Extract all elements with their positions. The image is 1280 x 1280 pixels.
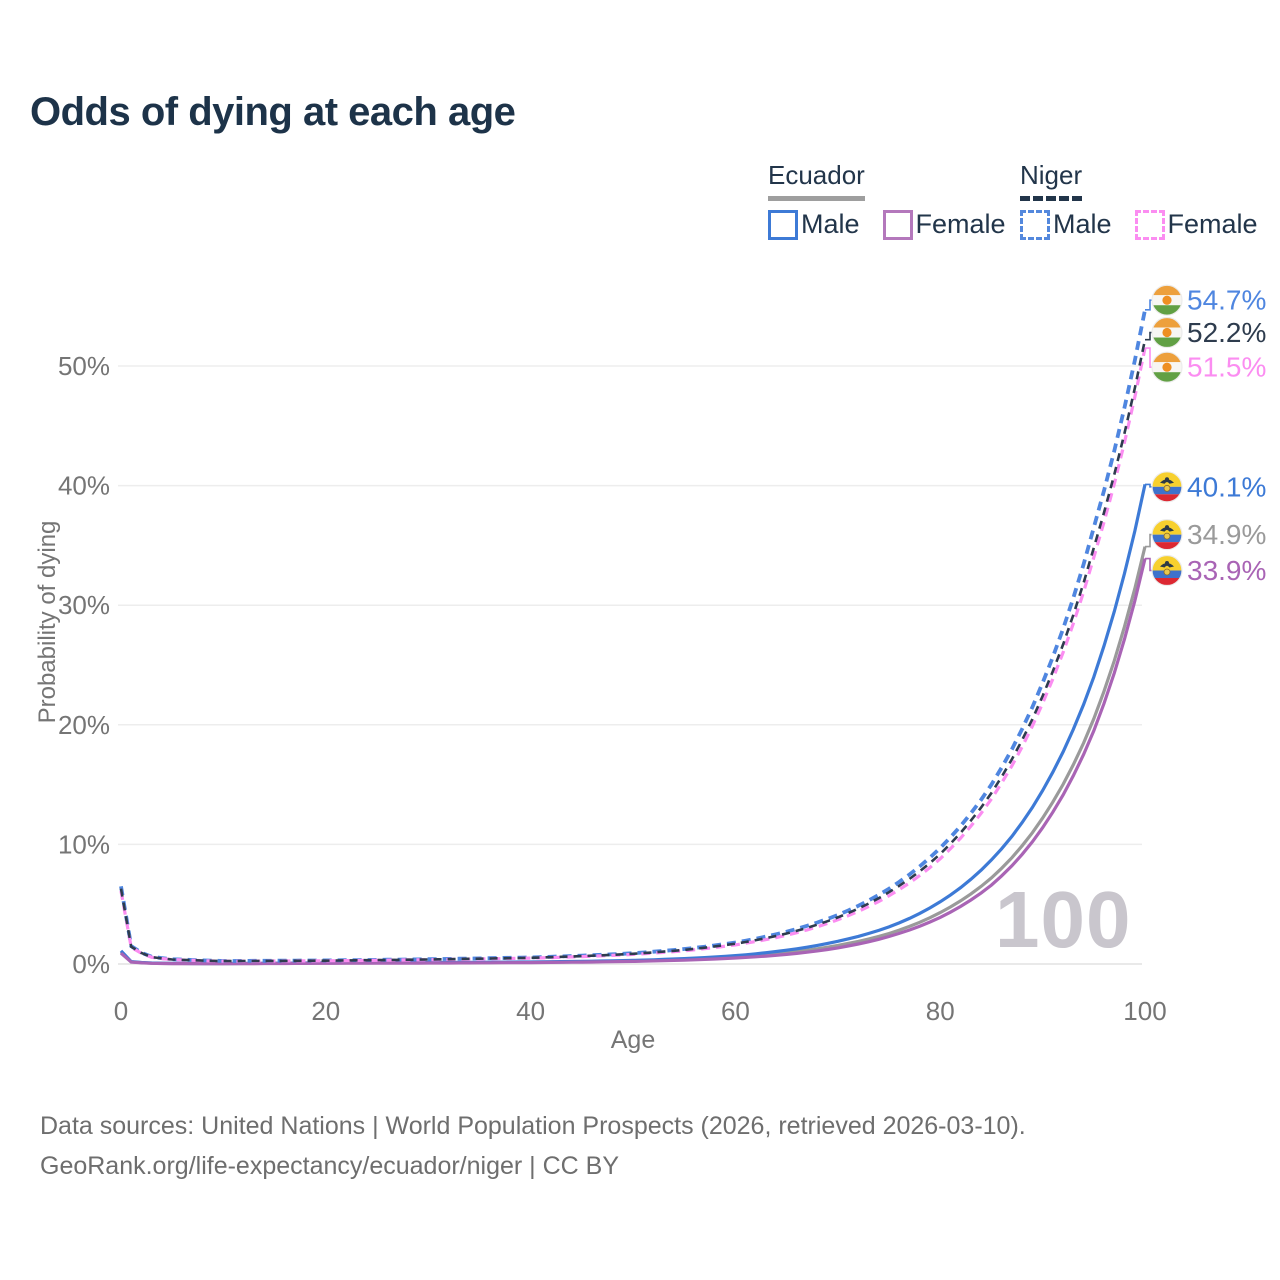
line-ecuador-female (119, 558, 1147, 966)
flag-ring (1151, 519, 1183, 551)
flag-ring (1151, 554, 1183, 587)
flag-ring (1151, 284, 1183, 316)
x-axis-ticks: 0 20 40 60 80 100 (114, 996, 1167, 1026)
end-label-ecuador-female: 33.9% (1187, 555, 1266, 586)
y-tick-50%: 50% (58, 351, 110, 381)
end-label-niger-both: 52.2% (1187, 317, 1266, 348)
end-labels: 34.9% 40.1% 33.9% 54.7% 51.5% 52.2% (1145, 284, 1266, 587)
ecuador-flag-icon (1152, 471, 1182, 502)
footer: Data sources: United Nations | World Pop… (40, 1106, 1026, 1186)
end-label-niger-male: 54.7% (1187, 285, 1266, 316)
end-label-niger-female: 51.5% (1187, 352, 1266, 383)
legend-label-ecuador-female[interactable]: Female (915, 209, 1006, 239)
x-tick-60: 60 (721, 996, 750, 1026)
legend-swatch-niger-male[interactable] (1020, 209, 1050, 240)
y-tick-10%: 10% (58, 829, 110, 859)
line-niger-male (119, 309, 1147, 963)
legend-country-ecuador: Ecuador (768, 160, 865, 201)
legend-group-ecuador: Ecuador Male Female (768, 160, 1006, 240)
legend-swatch-ecuador-female[interactable] (882, 209, 913, 240)
ecuador-flag-icon (1152, 519, 1182, 550)
legend-group-niger: Niger Male Female (1020, 160, 1258, 240)
end-label-ecuador-male: 40.1% (1187, 471, 1266, 502)
end-label-ecuador-both: 34.9% (1187, 519, 1266, 550)
y-tick-30%: 30% (58, 590, 110, 620)
niger-flag-icon (1152, 352, 1182, 383)
x-tick-80: 80 (926, 996, 955, 1026)
legend-country-niger: Niger (1020, 160, 1083, 201)
y-tick-0%: 0% (72, 949, 110, 979)
line-niger-female (119, 347, 1147, 963)
flag-ring (1151, 316, 1183, 349)
flag-ring (1151, 471, 1183, 503)
y-tick-20%: 20% (58, 710, 110, 740)
page-title: Odds of dying at each age (30, 90, 516, 134)
x-tick-40: 40 (516, 996, 545, 1026)
legend-label-ecuador-male[interactable]: Male (801, 209, 860, 239)
flag-ring (1151, 351, 1183, 383)
series-lines (119, 309, 1147, 966)
y-tick-40%: 40% (58, 471, 110, 501)
legend-label-niger-female[interactable]: Female (1167, 209, 1258, 239)
y-axis-title: Probability of dying (34, 520, 61, 724)
legend-swatch-ecuador-male[interactable] (768, 209, 798, 240)
legend-label-niger-male[interactable]: Male (1053, 209, 1112, 239)
x-tick-20: 20 (311, 996, 340, 1026)
line-niger-both (119, 339, 1147, 963)
x-axis-title: Age (610, 1026, 656, 1054)
niger-flag-icon (1152, 317, 1182, 348)
line-ecuador-male (119, 484, 1147, 966)
footer-attribution: GeoRank.org/life-expectancy/ecuador/nige… (40, 1152, 620, 1180)
x-tick-0: 0 (114, 996, 128, 1026)
ecuador-flag-icon (1152, 555, 1182, 586)
gridlines: 0% 10% 20% 30% 40% 50% (58, 351, 1142, 979)
niger-flag-icon (1152, 285, 1182, 316)
legend-swatch-niger-female[interactable] (1134, 209, 1165, 240)
hovered-age-watermark: 100 (995, 875, 1132, 964)
footer-data-sources: Data sources: United Nations | World Pop… (40, 1112, 1026, 1140)
x-tick-100: 100 (1123, 996, 1166, 1026)
line-ecuador-both (119, 546, 1147, 966)
